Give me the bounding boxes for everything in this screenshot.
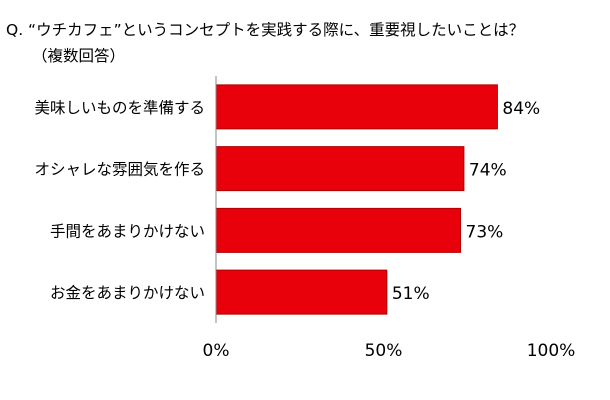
category-label: お金をあまりかけない [50,284,205,302]
value-label: 74% [469,161,507,181]
category-label: 美味しいものを準備する [34,99,205,117]
bar [215,146,465,192]
value-label: 73% [466,222,504,242]
x-tick-label: 100% [527,341,576,361]
plot-area: 美味しいものを準備する 84% オシャレな雰囲気を作る 74% 手間をあまりかけない 73… [34,76,575,361]
category-label: 手間をあまりかけない [50,222,205,240]
chart-subtitle: （複数回答） [32,47,125,65]
x-tick-label: 0% [203,341,230,361]
chart-title: Q. “ウチカフェ”というコンセプトを実践する際に、重要視したいことは？ [6,21,524,39]
bar [215,207,462,253]
value-label: 84% [502,99,540,119]
category-label: オシャレな雰囲気を作る [34,161,205,179]
bar [215,84,498,130]
bar [215,269,388,315]
x-tick-label: 50% [365,341,403,361]
value-label: 51% [392,284,430,304]
